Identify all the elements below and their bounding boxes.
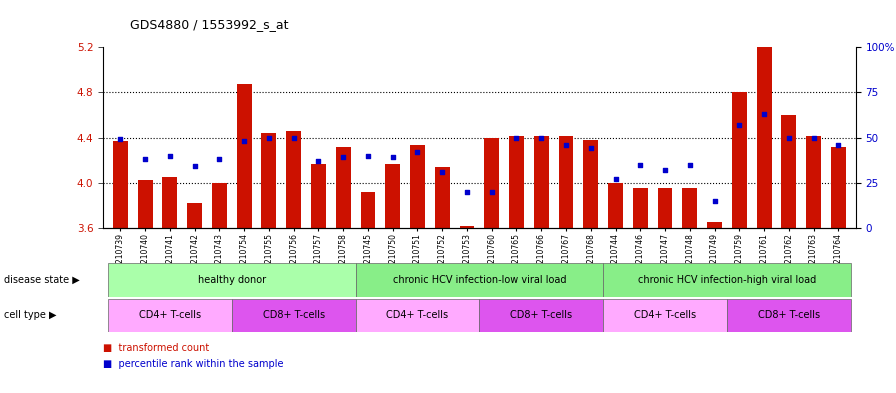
Bar (356, 299, 479, 332)
Point (262, 134, 276, 141)
Bar (707, 222, 722, 228)
Point (583, 145, 598, 152)
Point (608, 176, 623, 182)
Bar (311, 163, 326, 228)
Bar (113, 141, 128, 228)
Text: ■  percentile rank within the sample: ■ percentile rank within the sample (103, 358, 283, 369)
Bar (237, 84, 252, 228)
Point (757, 111, 771, 117)
Bar (435, 167, 450, 228)
Bar (360, 192, 375, 228)
Bar (509, 136, 524, 228)
Point (361, 152, 375, 159)
Text: chronic HCV infection-low viral load: chronic HCV infection-low viral load (392, 275, 566, 285)
Point (287, 134, 301, 141)
Point (485, 189, 499, 195)
Bar (385, 163, 401, 228)
Text: CD4+ T-cells: CD4+ T-cells (139, 310, 201, 320)
Bar (187, 203, 202, 228)
Bar (356, 263, 603, 297)
Point (212, 156, 227, 162)
Bar (460, 226, 474, 228)
Bar (138, 180, 152, 228)
Bar (262, 133, 276, 228)
Text: CD8+ T-cells: CD8+ T-cells (758, 310, 820, 320)
Text: ■  transformed count: ■ transformed count (103, 343, 210, 353)
Bar (108, 263, 356, 297)
Bar (558, 136, 573, 228)
Point (683, 162, 697, 168)
Point (336, 154, 350, 161)
Point (708, 198, 722, 204)
Bar (232, 299, 356, 332)
Bar (603, 263, 850, 297)
Point (509, 134, 523, 141)
Bar (658, 188, 673, 228)
Bar (286, 131, 301, 228)
Bar (756, 47, 771, 228)
Point (831, 141, 846, 148)
Point (460, 189, 474, 195)
Point (187, 163, 202, 170)
Text: CD8+ T-cells: CD8+ T-cells (510, 310, 573, 320)
Point (806, 134, 821, 141)
Bar (410, 145, 425, 228)
Point (113, 136, 127, 143)
Point (385, 154, 400, 161)
Point (732, 122, 746, 128)
Point (559, 141, 573, 148)
Point (311, 158, 325, 164)
Text: CD4+ T-cells: CD4+ T-cells (634, 310, 696, 320)
Point (633, 162, 648, 168)
Point (534, 134, 548, 141)
Point (163, 152, 177, 159)
Bar (608, 183, 623, 228)
Text: healthy donor: healthy donor (198, 275, 266, 285)
Bar (732, 92, 746, 228)
Text: disease state ▶: disease state ▶ (4, 275, 81, 285)
Bar (603, 299, 727, 332)
Text: cell type ▶: cell type ▶ (4, 310, 57, 320)
Bar (727, 299, 850, 332)
Text: CD8+ T-cells: CD8+ T-cells (263, 310, 324, 320)
Point (658, 167, 672, 173)
Bar (108, 299, 232, 332)
Text: GDS4880 / 1553992_s_at: GDS4880 / 1553992_s_at (130, 18, 289, 31)
Bar (162, 177, 177, 228)
Bar (485, 138, 499, 228)
Point (781, 134, 796, 141)
Bar (781, 115, 797, 228)
Text: chronic HCV infection-high viral load: chronic HCV infection-high viral load (638, 275, 816, 285)
Bar (534, 136, 548, 228)
Point (435, 169, 450, 175)
Bar (806, 136, 821, 228)
Point (138, 156, 152, 162)
Bar (583, 140, 599, 228)
Bar (831, 147, 846, 228)
Bar (633, 188, 648, 228)
Bar (683, 188, 697, 228)
Bar (212, 183, 227, 228)
Point (410, 149, 425, 155)
Bar (479, 299, 603, 332)
Point (237, 138, 251, 144)
Bar (336, 147, 350, 228)
Text: CD4+ T-cells: CD4+ T-cells (386, 310, 449, 320)
